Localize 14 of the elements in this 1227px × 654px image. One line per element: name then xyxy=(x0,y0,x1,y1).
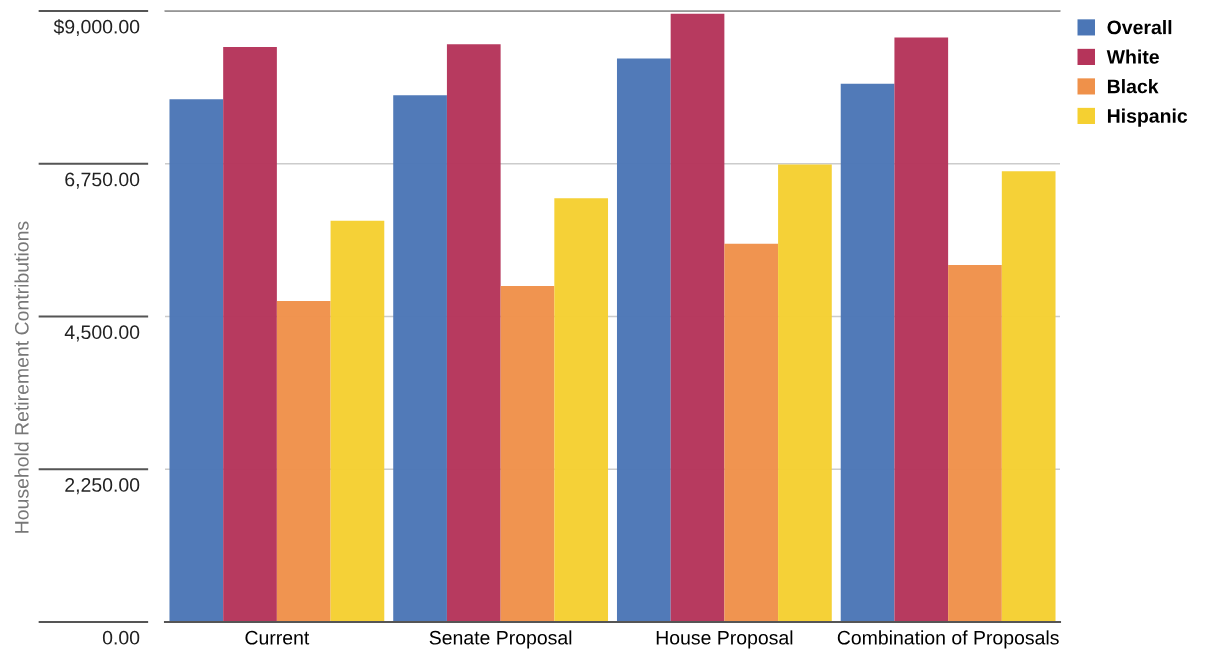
x-tick-label: House Proposal xyxy=(656,630,793,649)
y-tick-label: 2,250.00 xyxy=(65,478,140,495)
legend-label: Black xyxy=(1107,79,1159,94)
x-tick-label: Senate Proposal xyxy=(429,630,572,649)
legend-label: Overall xyxy=(1107,20,1172,35)
y-tick-label: 6,750.00 xyxy=(65,172,140,189)
legend-label: White xyxy=(1106,49,1159,64)
y-tick-label: 4,500.00 xyxy=(64,325,140,342)
legend-label: Hispanic xyxy=(1107,108,1188,127)
y-axis-title: Household Retirement Contributions xyxy=(14,221,29,533)
y-tick-label: $9,000.00 xyxy=(53,19,140,36)
x-tick-label: Current xyxy=(245,630,310,645)
y-tick-label: 0.00 xyxy=(102,630,140,645)
x-tick-label: Combination of Proposals xyxy=(837,630,1059,649)
